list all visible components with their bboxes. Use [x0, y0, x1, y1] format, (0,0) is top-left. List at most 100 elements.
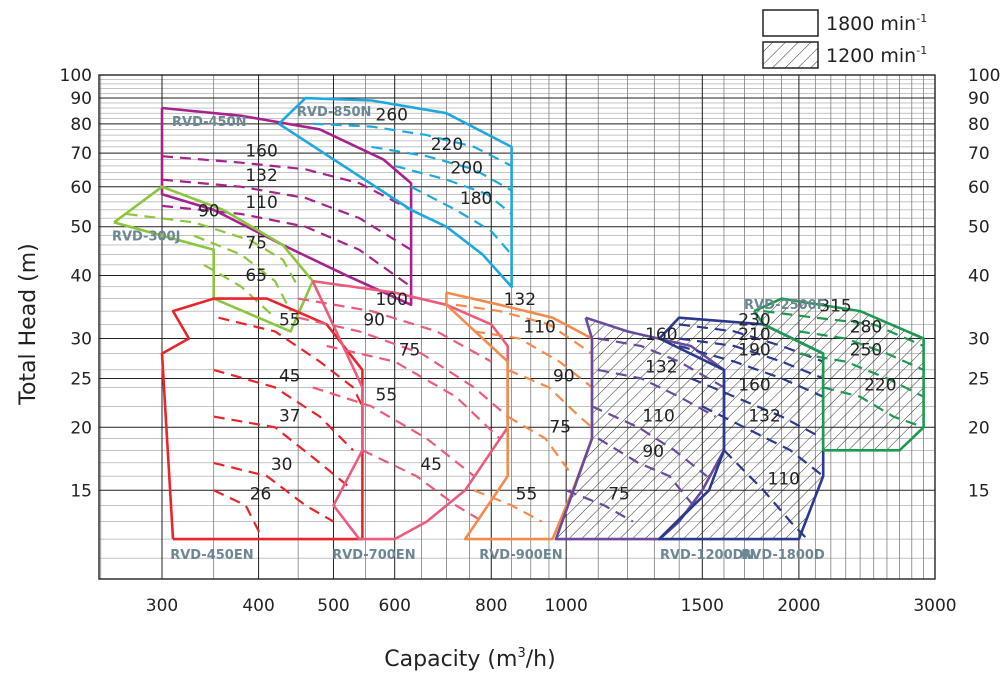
hatch-fill-layer — [556, 298, 924, 540]
series-name-label: RVD-300J — [112, 229, 180, 244]
curve-label: 132 — [504, 290, 536, 310]
curve-label: 110 — [642, 406, 674, 426]
y-tick-label-left: 90 — [70, 89, 92, 109]
curve-label: 132 — [645, 357, 677, 377]
impeller-curve-180 — [410, 185, 513, 256]
series-rvd-700en — [297, 279, 509, 541]
x-tick-label: 1500 — [681, 596, 724, 616]
x-tick-label: 300 — [146, 596, 178, 616]
y-tick-label-right: 15 — [968, 481, 990, 501]
curve-label: 100 — [376, 290, 408, 310]
label-layer: 160 132 110 RVD-450N 260 220 200 180 RVD-850N 90 7… — [112, 105, 897, 563]
curve-label: 200 — [450, 159, 482, 179]
curve-label: 280 — [850, 318, 882, 338]
legend-label-hatched: 1200 min-1 — [826, 44, 927, 67]
x-tick-label: 1000 — [545, 596, 588, 616]
impeller-curve-75 — [193, 234, 292, 312]
impeller-curve-220 — [822, 386, 924, 429]
impeller-curve-100 — [297, 297, 492, 363]
impeller-curve-55 — [312, 386, 475, 477]
envelope-rvd-900en — [445, 291, 594, 541]
series-name-label: RVD-1800D — [741, 548, 825, 563]
curve-label: 90 — [642, 442, 664, 462]
impeller-curve-90 — [126, 212, 300, 288]
y-tick-label-left: 70 — [70, 144, 92, 164]
curve-label: 90 — [553, 366, 575, 386]
curve-label: 65 — [245, 266, 267, 286]
y-tick-label-right: 80 — [968, 115, 990, 135]
impeller-curve-280 — [798, 330, 925, 371]
hatch-area-rvd-2500f — [754, 298, 924, 451]
y-tick-label-left: 100 — [60, 66, 92, 86]
y-axis-title: Total Head (m) — [16, 243, 41, 406]
impeller-curve-37 — [213, 415, 354, 492]
series-name-label: RVD-1200DN — [660, 548, 754, 563]
legend: 1800 min-1 1200 min-1 — [762, 9, 927, 69]
hatch-area-rvd-1200dn — [556, 317, 724, 540]
curve-label: 132 — [245, 166, 277, 186]
curve-label: 55 — [279, 310, 301, 330]
y-tick-label-right: 50 — [968, 218, 990, 238]
impeller-curve-75 — [507, 415, 574, 477]
y-tick-label-right: 90 — [968, 89, 990, 109]
envelope-rvd-700en — [311, 279, 509, 541]
curve-label: 26 — [250, 484, 272, 504]
impeller-curve-110 — [591, 405, 708, 477]
curve-label: 110 — [523, 318, 555, 338]
impeller-curve-132 — [597, 368, 717, 418]
impeller-curve-132 — [455, 303, 593, 355]
impeller-curve-110 — [473, 330, 593, 389]
curve-label: 260 — [376, 106, 408, 126]
plot-frame — [98, 74, 936, 580]
envelope-rvd-450en — [160, 297, 364, 541]
impeller-curve-210 — [678, 337, 824, 380]
x-axis-title: Capacity (m3/h) — [384, 646, 555, 672]
impeller-curve-132 — [161, 178, 412, 251]
curve-label: 110 — [245, 193, 277, 213]
series-name-label: RVD-450N — [172, 115, 247, 130]
series-name-label: RVD-700EN — [332, 548, 415, 563]
impeller-curve-90 — [297, 316, 509, 418]
curve-label: 90 — [363, 310, 385, 330]
curve-label: 30 — [271, 455, 293, 475]
impeller-curve-315 — [763, 310, 925, 348]
impeller-curve-160 — [690, 377, 824, 440]
impeller-curve-75 — [565, 489, 634, 523]
curve-label: 132 — [748, 406, 780, 426]
legend-swatch-hatched — [762, 41, 819, 69]
y-tick-label-right: 60 — [968, 178, 990, 198]
y-tick-label-left: 60 — [70, 178, 92, 198]
curve-label: 220 — [431, 135, 463, 155]
impeller-curve-110 — [161, 204, 412, 288]
y-tick-label-right: 20 — [968, 418, 990, 438]
y-tick-label-left: 20 — [70, 418, 92, 438]
y-tick-label-left: 25 — [70, 369, 92, 389]
curve-label: 55 — [376, 385, 398, 405]
impeller-curve-132 — [701, 405, 824, 477]
x-tick-label: 600 — [378, 596, 410, 616]
impeller-curve-160 — [161, 155, 412, 211]
envelope-rvd-2500f — [753, 297, 925, 452]
impeller-curve-110 — [723, 449, 808, 540]
y-tick-label-right: 25 — [968, 369, 990, 389]
envelope-rvd-1200dn — [554, 316, 726, 541]
series-rvd-850n — [277, 96, 513, 289]
y-tick-label-left: 15 — [70, 481, 92, 501]
impeller-curve-190 — [678, 344, 824, 398]
curve-label: 55 — [516, 484, 538, 504]
curve-label: 90 — [198, 201, 220, 221]
curve-label: 180 — [460, 189, 492, 209]
series-rvd-900en — [445, 291, 594, 541]
curve-label: 315 — [819, 297, 851, 317]
curve-label: 45 — [420, 455, 442, 475]
series-rvd-450n — [160, 106, 413, 307]
curve-label: 75 — [549, 418, 571, 438]
legend-label-solid: 1800 min-1 — [826, 12, 927, 35]
impeller-curve-200 — [394, 164, 513, 215]
y-tick-label-left: 80 — [70, 115, 92, 135]
impeller-curve-260 — [312, 122, 513, 167]
impeller-curve-26 — [213, 489, 264, 540]
hatch-area-rvd-1800d — [659, 317, 824, 540]
curve-label: 75 — [399, 341, 421, 361]
